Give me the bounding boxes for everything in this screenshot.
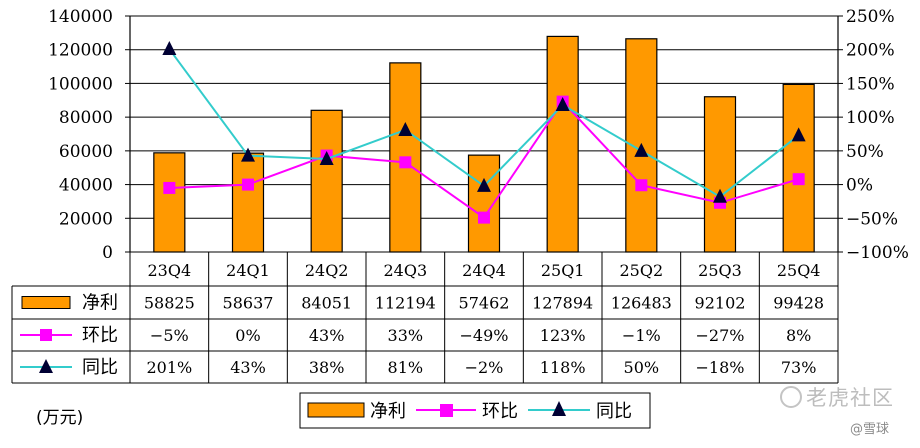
y-right-tick-label: −50% (846, 209, 898, 229)
yoy-point (634, 142, 649, 157)
yoy-point (791, 127, 806, 142)
legend-label: 同比 (596, 401, 632, 422)
table-cell: 0% (235, 326, 260, 345)
watermark-logo: 老虎社区 (780, 382, 894, 412)
mom-point (635, 179, 648, 192)
table-cell: 99428 (773, 294, 824, 313)
yoy-point (162, 41, 177, 56)
mom-point (478, 211, 490, 224)
table-cell: 73% (781, 358, 817, 377)
bar (310, 109, 343, 253)
source-credit: @雪球 (850, 422, 890, 437)
table-cell: 58825 (144, 294, 195, 313)
category-label: 24Q4 (462, 261, 506, 280)
table-cell: −2% (465, 358, 504, 377)
table-cell: 43% (230, 358, 266, 377)
bar (153, 152, 186, 253)
category-label: 25Q4 (777, 261, 821, 280)
bar-series (153, 35, 815, 253)
legend-marker-mom (440, 404, 453, 417)
legend-label: 环比 (482, 401, 518, 422)
mom-point (163, 181, 176, 194)
y-right-tick-label: 200% (846, 41, 895, 61)
bar (389, 62, 422, 253)
table-cell: −27% (696, 326, 745, 345)
y-left-tick-label: 120000 (48, 41, 113, 61)
table-cell: 126483 (611, 294, 672, 313)
watermark-text: 老虎社区 (806, 386, 894, 410)
table-cell: 92102 (695, 294, 746, 313)
table-cell: 57462 (459, 294, 510, 313)
legend-key-bar (307, 402, 365, 418)
table-cell: −5% (150, 326, 189, 345)
yoy-point (241, 147, 255, 162)
y-left-tick-label: 0 (102, 243, 113, 263)
table-cell: 123% (540, 326, 586, 345)
category-label: 25Q3 (698, 261, 742, 280)
category-label: 24Q1 (226, 261, 270, 280)
category-label: 23Q4 (148, 261, 192, 280)
bar (467, 154, 501, 253)
y-right-tick-label: 50% (846, 142, 884, 162)
legend-label: 净利 (370, 401, 406, 422)
bar (703, 96, 737, 253)
table-series-name: 环比 (82, 325, 118, 346)
table-cell: 8% (786, 326, 811, 345)
legend-marker-yoy (552, 401, 566, 416)
bar (782, 83, 815, 253)
chart-axes: 0 −100% 20000 −50% 40000 0% 60000 50% 80000 100% 1… (48, 7, 909, 263)
mom-point (399, 156, 412, 169)
yoy-point (555, 97, 570, 112)
mom-point (792, 173, 805, 186)
yoy-point (398, 121, 413, 136)
y-right-tick-label: 0% (846, 176, 873, 196)
table-legend-marker (40, 329, 52, 341)
yoy-point (477, 177, 491, 192)
table-legend-marker (39, 359, 53, 373)
table-cell: 33% (388, 326, 424, 345)
y-left-tick-label: 80000 (59, 108, 113, 128)
table-series-name: 净利 (82, 293, 118, 314)
table-cell: −49% (460, 326, 509, 345)
line-series (162, 41, 806, 224)
table-series-name: 同比 (82, 357, 118, 378)
y-right-tick-label: −100% (846, 243, 909, 263)
category-label: 25Q2 (620, 261, 664, 280)
y-left-tick-label: 100000 (48, 74, 113, 94)
table-cell: 112194 (375, 294, 436, 313)
y-left-tick-label: 140000 (48, 7, 113, 27)
legend: 净利 环比 同比 (299, 392, 651, 429)
table-cell: 118% (540, 358, 586, 377)
tiger-logo-icon (780, 386, 802, 408)
category-label: 24Q3 (384, 261, 428, 280)
table-cell: 127894 (532, 294, 593, 313)
table-legend-key (21, 296, 71, 309)
data-table: 23Q4 24Q1 24Q2 24Q3 24Q4 25Q1 25Q2 25Q3 25Q4 净利 58… (11, 251, 839, 384)
table-cell: 43% (309, 326, 345, 345)
table-cell: −1% (622, 326, 661, 345)
unit-label: (万元) (36, 408, 84, 428)
bar (231, 152, 265, 253)
category-label: 25Q1 (541, 261, 585, 280)
yoy-point (319, 150, 334, 165)
y-right-tick-label: 150% (846, 74, 895, 94)
table-cell: −18% (696, 358, 745, 377)
y-left-tick-label: 40000 (59, 176, 113, 196)
table-cell: 58637 (223, 294, 274, 313)
table-cell: 201% (146, 358, 192, 377)
table-cell: 38% (309, 358, 345, 377)
y-left-tick-label: 20000 (59, 209, 113, 229)
y-right-tick-label: 250% (846, 7, 895, 27)
yoy-point (713, 188, 727, 203)
y-left-tick-label: 60000 (59, 142, 113, 162)
table-cell: 50% (624, 358, 660, 377)
table-cell: 81% (388, 358, 424, 377)
table-cell: 84051 (301, 294, 352, 313)
y-right-tick-label: 100% (846, 108, 895, 128)
mom-point (242, 178, 254, 191)
category-label: 24Q2 (305, 261, 349, 280)
bar (546, 35, 579, 253)
